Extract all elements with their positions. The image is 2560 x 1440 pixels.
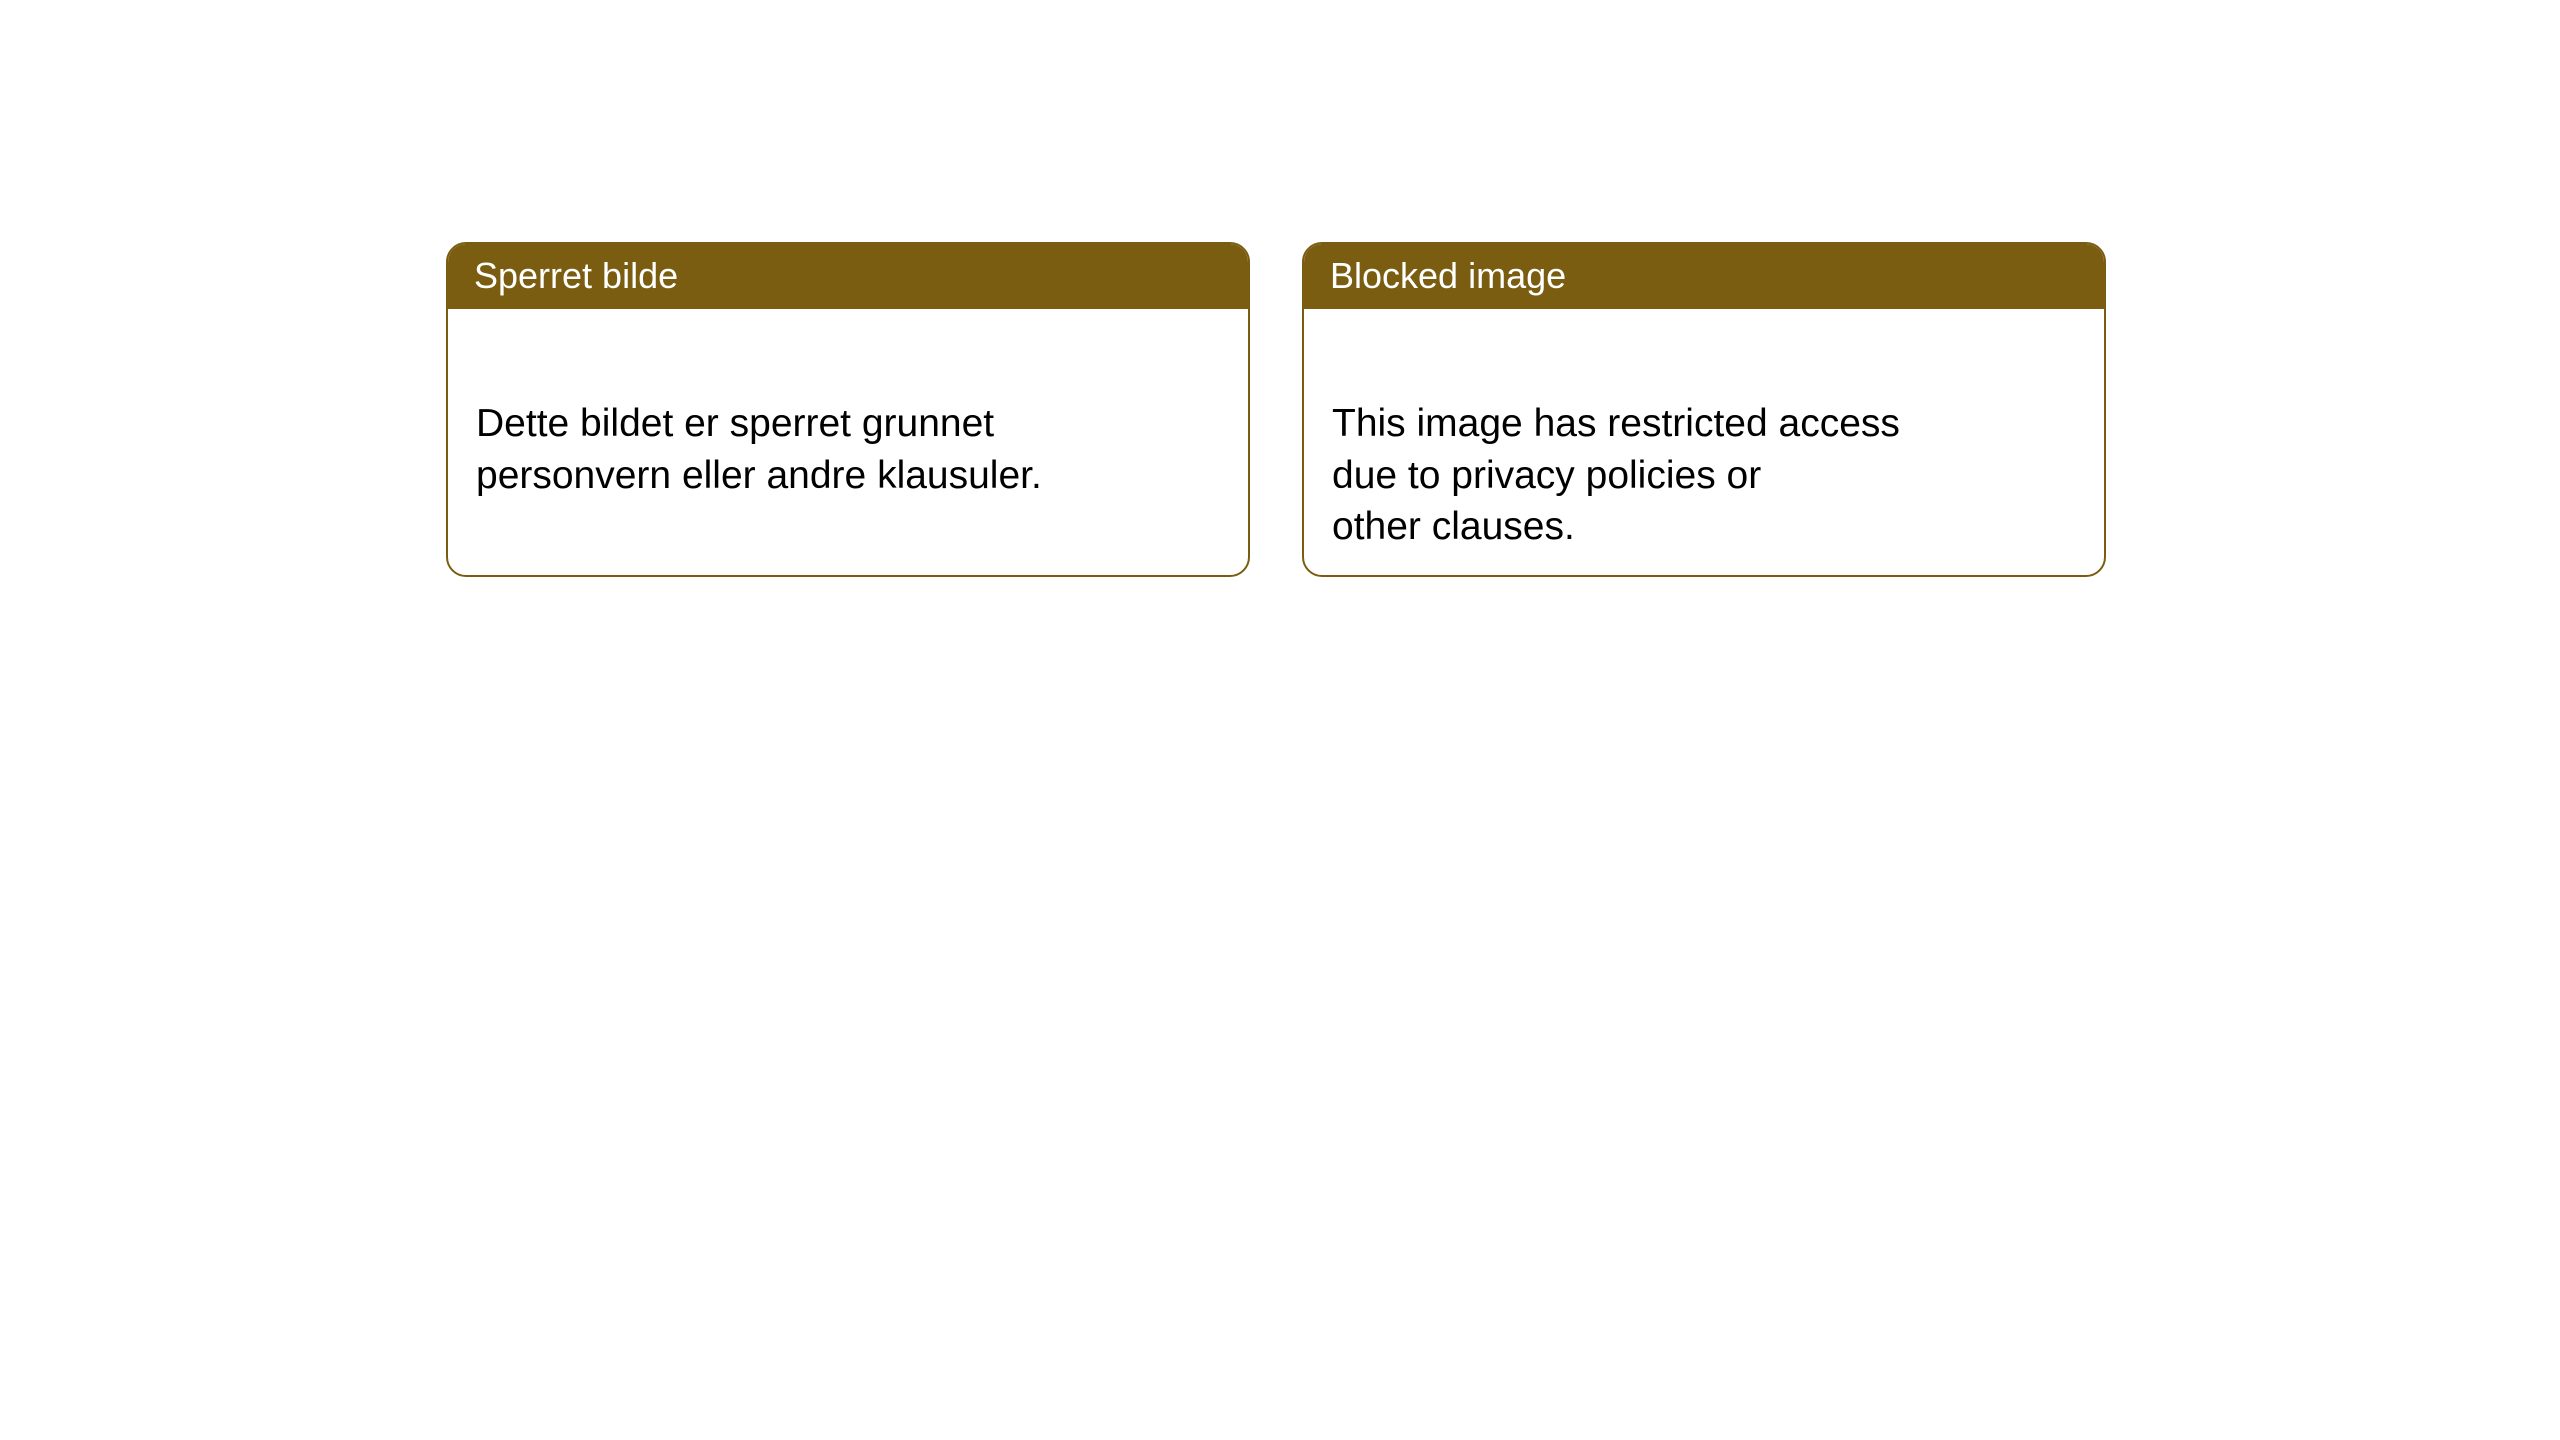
notice-header: Blocked image xyxy=(1304,244,2104,309)
notice-title: Sperret bilde xyxy=(474,255,678,296)
notice-body-text: This image has restricted access due to … xyxy=(1332,402,1900,548)
notice-header: Sperret bilde xyxy=(448,244,1248,309)
notice-body-text: Dette bildet er sperret grunnet personve… xyxy=(476,402,1042,496)
notice-card-norwegian: Sperret bilde Dette bildet er sperret gr… xyxy=(446,242,1250,577)
notice-title: Blocked image xyxy=(1330,255,1566,296)
notice-body: This image has restricted access due to … xyxy=(1304,309,2104,577)
notice-card-english: Blocked image This image has restricted … xyxy=(1302,242,2106,577)
notice-container: Sperret bilde Dette bildet er sperret gr… xyxy=(0,0,2560,577)
notice-body: Dette bildet er sperret grunnet personve… xyxy=(448,309,1248,529)
